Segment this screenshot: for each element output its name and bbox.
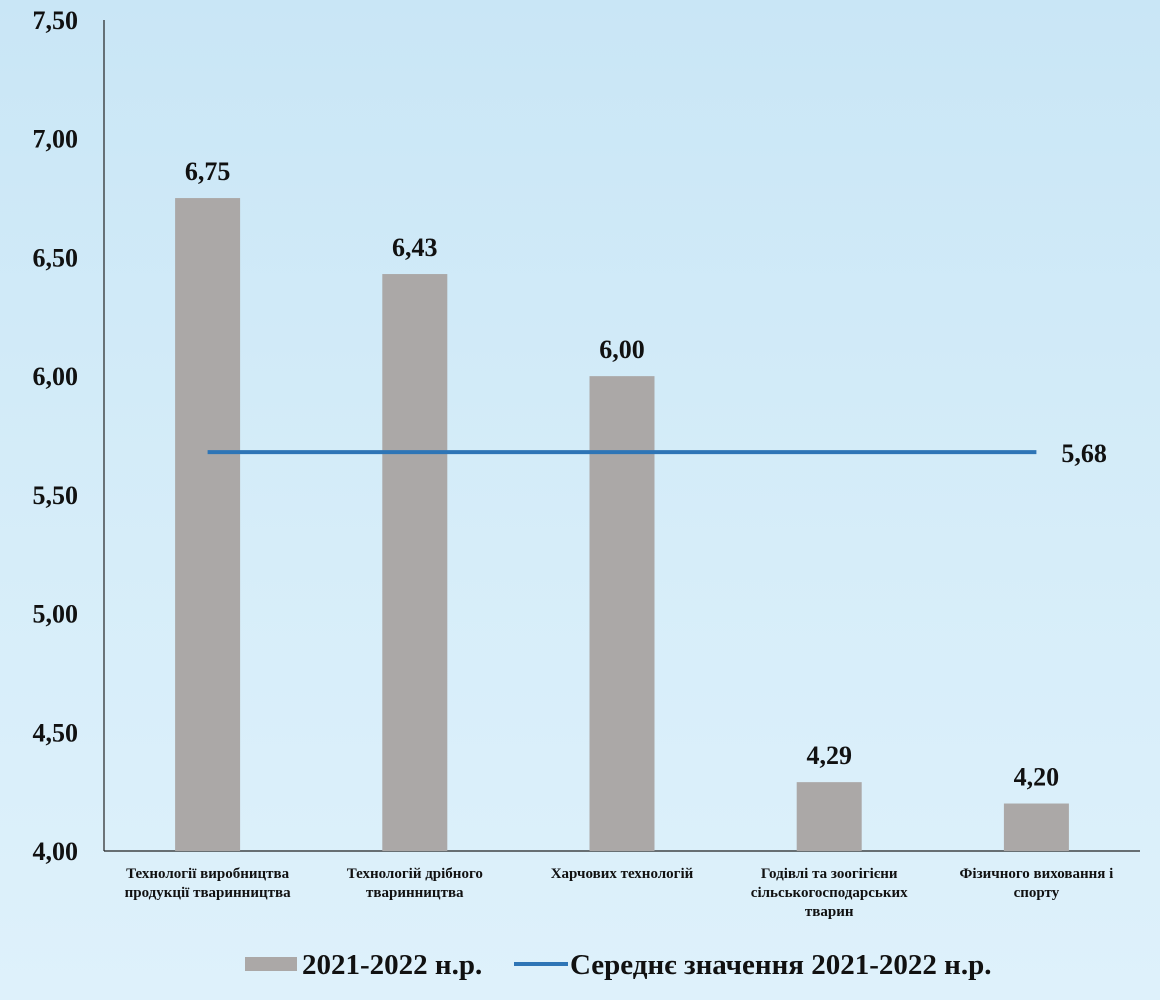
bar-value-label: 6,75 bbox=[185, 157, 231, 186]
legend-label-line: Середнє значення 2021-2022 н.р. bbox=[570, 949, 991, 981]
y-tick-label: 6,00 bbox=[33, 362, 79, 391]
y-tick-label: 7,00 bbox=[33, 125, 79, 154]
bars: 6,75 6,43 6,00 4,29 4,20 bbox=[175, 157, 1069, 852]
y-tick-label: 4,50 bbox=[33, 718, 79, 747]
x-category-label: Годівлі та зоогігієни сільськогосподарськ… bbox=[751, 866, 908, 920]
average-value-label: 5,68 bbox=[1061, 439, 1107, 468]
x-category-label: Технології виробництва продукції тваринни… bbox=[125, 866, 292, 901]
bar-value-label: 6,00 bbox=[599, 335, 645, 364]
x-category-label: Харчових технологій bbox=[551, 866, 694, 882]
x-axis-labels: Технології виробництва продукції тваринни… bbox=[125, 866, 1114, 920]
bar bbox=[1003, 803, 1069, 851]
y-tick-label: 6,50 bbox=[33, 243, 79, 272]
x-category-label: Технологій дрібного тваринництва bbox=[347, 866, 483, 901]
legend-swatch-bar bbox=[245, 957, 297, 971]
bar bbox=[796, 782, 862, 851]
x-category-label: Фізичного виховання і спорту bbox=[960, 866, 1114, 901]
y-axis: 4,00 4,50 5,00 5,50 6,00 6,50 7,00 7,50 bbox=[33, 6, 1140, 866]
y-tick-label: 7,50 bbox=[33, 6, 79, 35]
y-tick-label: 5,50 bbox=[33, 481, 79, 510]
average-line-group: 5,68 bbox=[207, 439, 1107, 468]
bar-value-label: 4,20 bbox=[1014, 763, 1060, 792]
bar-value-label: 6,43 bbox=[392, 233, 438, 262]
bar-value-label: 4,29 bbox=[806, 741, 852, 770]
bar bbox=[175, 198, 241, 852]
legend: 2021-2022 н.р. Середнє значення 2021-2022… bbox=[245, 949, 991, 981]
y-tick-label: 4,00 bbox=[33, 837, 79, 866]
bar bbox=[382, 274, 448, 851]
bar bbox=[589, 376, 655, 851]
y-tick-label: 5,00 bbox=[33, 600, 79, 629]
legend-label-bar: 2021-2022 н.р. bbox=[302, 949, 482, 981]
